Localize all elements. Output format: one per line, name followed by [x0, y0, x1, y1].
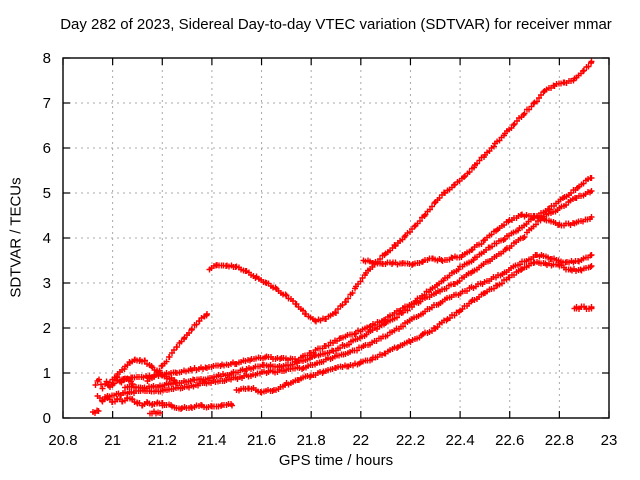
series-track-ends-3.6 [102, 252, 595, 400]
x-tick-label: 21.8 [297, 432, 326, 449]
data-series [90, 58, 595, 417]
x-tick-label: 22.2 [396, 432, 425, 449]
x-axis-label: GPS time / hours [278, 452, 394, 469]
y-tick-label: 1 [43, 365, 51, 382]
series-isolated-segment-2.45 [571, 303, 595, 312]
x-tick-label: 21 [104, 432, 121, 449]
x-tick-label: 21.4 [197, 432, 226, 449]
series-track-ends-5.05 [122, 188, 595, 392]
x-tick-label: 22 [352, 432, 369, 449]
series-spot-low-mid [147, 408, 163, 417]
x-tick-label: 22.4 [445, 432, 474, 449]
series-cluster-low [94, 393, 166, 409]
y-tick-label: 4 [43, 230, 51, 247]
y-tick-label: 7 [43, 95, 51, 112]
series-track-dip-then-climb-to-8 [206, 58, 595, 325]
series-spot-low-left [90, 407, 102, 416]
x-tick-labels: 20.8 21 21.2 21.4 21.6 21.8 22 22.2 22.4 22.6 22.8… [48, 432, 617, 449]
y-tick-label: 5 [43, 185, 51, 202]
series-cluster-high [92, 374, 136, 392]
series-short-riser-to-2.3 [144, 311, 210, 384]
x-tick-label: 22.8 [545, 432, 574, 449]
series-bump-peak-1.3 [107, 356, 178, 386]
x-tick-label: 22.6 [495, 432, 524, 449]
y-tick-label: 3 [43, 275, 51, 292]
x-tick-label: 21.2 [148, 432, 177, 449]
series-track-starts-22h-ends-4.45 [360, 211, 595, 268]
x-tick-label: 23 [601, 432, 618, 449]
y-tick-labels: 0 1 2 3 4 5 6 7 8 [43, 50, 51, 427]
y-tick-label: 0 [43, 410, 51, 427]
series-cluster-tail-low [159, 401, 235, 412]
y-tick-label: 6 [43, 140, 51, 157]
y-tick-label: 8 [43, 50, 51, 67]
x-tick-label: 20.8 [48, 432, 77, 449]
x-tick-label: 21.6 [247, 432, 276, 449]
chart-title: Day 282 of 2023, Sidereal Day-to-day VTE… [60, 16, 612, 33]
plot-border [62, 57, 610, 419]
series-track-ends-3.35 [233, 259, 595, 396]
y-tick-label: 2 [43, 320, 51, 337]
